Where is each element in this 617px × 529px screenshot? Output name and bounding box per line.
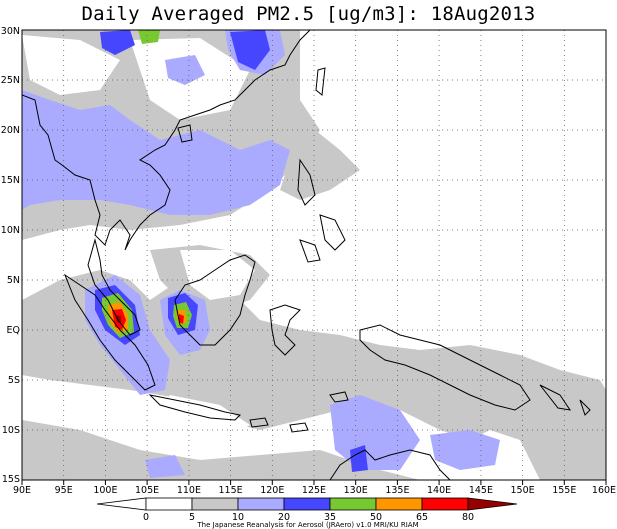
colorbar-label: 10 [232,512,244,523]
lat-label: 15S [2,474,20,485]
pm25-lightblue-region [22,90,290,215]
lon-label: 155E [552,485,576,496]
lon-label: 90E [13,485,31,496]
lat-labels: 30N 25N 20N 15N 10N 5N EQ 5S 10S 15S [1,26,20,485]
lon-label: 125E [302,485,326,496]
lat-label: 10N [1,225,20,236]
pm25-lightblue-region [430,430,500,470]
colorbar-segment [329,497,377,511]
lon-label: 135E [385,485,409,496]
lat-label: 10S [2,425,20,436]
pm25-clear-region [150,395,250,440]
pm25-clear-region [300,255,420,320]
lon-label: 115E [219,485,243,496]
lat-label: EQ [7,325,20,336]
colorbar-segment [145,497,193,511]
lon-label: 120E [260,485,284,496]
pm25-grey-region [280,110,360,200]
gridlines [22,30,606,480]
lat-label: 30N [1,26,20,37]
pm25-field [22,30,606,480]
lon-label: 95E [55,485,73,496]
colorbar-label: 35 [324,512,336,523]
pm25-green-region [138,30,160,44]
colorbar-segment [375,497,423,511]
lon-label: 150E [511,485,535,496]
colorbar-label: 80 [462,512,474,523]
lat-label: 5S [8,375,20,386]
lon-label: 145E [469,485,493,496]
colorbar [96,497,518,511]
colorbar-label: 65 [416,512,428,523]
credit-line: The Japanese Reanalysis for Aerosol (JRA… [196,521,418,529]
lat-label: 20N [1,125,20,136]
lat-label: 25N [1,75,20,86]
pm25-clear-region [22,35,120,95]
lon-label: 110E [177,485,201,496]
lon-label: 105E [135,485,159,496]
colorbar-label: 50 [370,512,382,523]
lon-labels: 90E 95E 100E 105E 110E 115E 120E 125E 13… [13,485,616,496]
pm25-grey-region [22,420,420,480]
pm25-blue-region [100,30,135,55]
colorbar-segment [96,497,147,511]
lon-label: 140E [427,485,451,496]
colorbar-segment [467,497,518,511]
colorbar-label: 20 [278,512,290,523]
pm25-lightblue-region [145,455,185,478]
coastlines [22,30,591,480]
colorbar-segment [191,497,239,511]
lat-label: 5N [7,275,20,286]
colorbar-segment [421,497,469,511]
map-title: Daily Averaged PM2.5 [ug/m3]: 18Aug2013 [81,3,536,25]
colorbar-segment [237,497,285,511]
colorbar-labels: 0 5 10 20 35 50 65 80 [143,512,474,523]
colorbar-label: 5 [189,512,195,523]
lon-label: 130E [344,485,368,496]
colorbar-label: 0 [143,512,149,523]
pm25-lightblue-region [165,55,205,85]
pm25-blue-region [350,445,368,472]
pm25-clear-region [180,250,255,300]
colorbar-segment [283,497,331,511]
axis-ticks [21,480,607,485]
lon-label: 160E [592,485,616,496]
lon-label: 100E [93,485,117,496]
pm25-blue-region [230,30,270,70]
pm25-clear-region [280,210,340,260]
lat-label: 15N [1,175,20,186]
pm25-red-region [179,314,184,324]
